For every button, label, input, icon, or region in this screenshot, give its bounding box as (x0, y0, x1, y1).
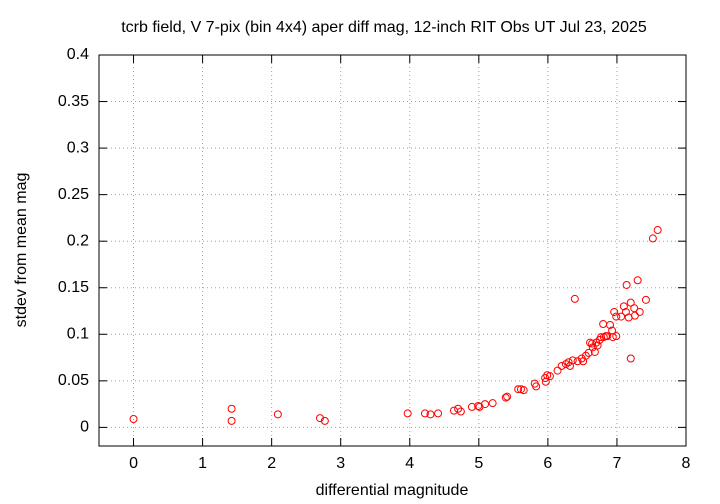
point (593, 341, 602, 350)
point (454, 404, 463, 413)
x-tick-label: 4 (405, 455, 414, 472)
point (501, 393, 510, 402)
x-axis-label: differential magnitude (316, 482, 469, 499)
y-tick-label: 0.35 (58, 93, 89, 110)
x-tick-label: 7 (612, 455, 621, 472)
chart-title: tcrb field, V 7-pix (bin 4x4) aper diff … (121, 19, 647, 36)
point (612, 332, 621, 341)
point (519, 386, 528, 395)
point (320, 416, 329, 425)
point (315, 414, 324, 423)
point (434, 409, 443, 418)
point (617, 312, 626, 321)
point (633, 276, 642, 285)
y-tick-label: 0.4 (67, 46, 89, 63)
y-tick-label: 0.3 (67, 139, 89, 156)
point (553, 366, 562, 375)
x-tick-label: 1 (198, 455, 207, 472)
point (227, 416, 236, 425)
point (456, 407, 465, 416)
y-tick-label: 0.25 (58, 186, 89, 203)
point (467, 402, 476, 411)
point (630, 304, 639, 313)
x-tick-label: 6 (543, 455, 552, 472)
x-tick-label: 3 (336, 455, 345, 472)
x-tick-label: 5 (474, 455, 483, 472)
plot-frame (98, 54, 687, 447)
point (635, 307, 644, 316)
point (129, 415, 138, 424)
point (584, 348, 593, 357)
point (426, 410, 435, 419)
point (608, 333, 617, 342)
point (573, 357, 582, 366)
point (420, 409, 429, 418)
point (557, 361, 566, 370)
point (622, 280, 631, 289)
x-tick-label: 0 (129, 455, 138, 472)
x-tick-label: 2 (267, 455, 276, 472)
y-axis-label: stdev from mean mag (13, 173, 30, 328)
y-tick-label: 0 (80, 419, 89, 436)
point (626, 298, 635, 307)
y-tick-label: 0.05 (58, 372, 89, 389)
y-tick-label: 0.15 (58, 279, 89, 296)
point (570, 294, 579, 303)
point (653, 226, 662, 235)
point (514, 385, 523, 394)
point (588, 339, 597, 348)
point (648, 234, 657, 243)
x-tick-label: 8 (682, 455, 691, 472)
point (590, 347, 599, 356)
point (532, 382, 541, 391)
point (227, 404, 236, 413)
point (606, 320, 615, 329)
y-tick-label: 0.1 (67, 326, 89, 343)
point (581, 351, 590, 360)
point (403, 409, 412, 418)
point (610, 307, 619, 316)
y-tick-label: 0.2 (67, 232, 89, 249)
point (503, 392, 512, 401)
point (597, 333, 606, 342)
point (612, 312, 621, 321)
point (481, 400, 490, 409)
point (273, 410, 282, 419)
point (619, 302, 628, 311)
point (568, 356, 577, 365)
point (488, 399, 497, 408)
point (564, 358, 573, 367)
point (603, 332, 612, 341)
point (641, 295, 650, 304)
point (545, 372, 554, 381)
point (626, 354, 635, 363)
point (541, 377, 550, 386)
